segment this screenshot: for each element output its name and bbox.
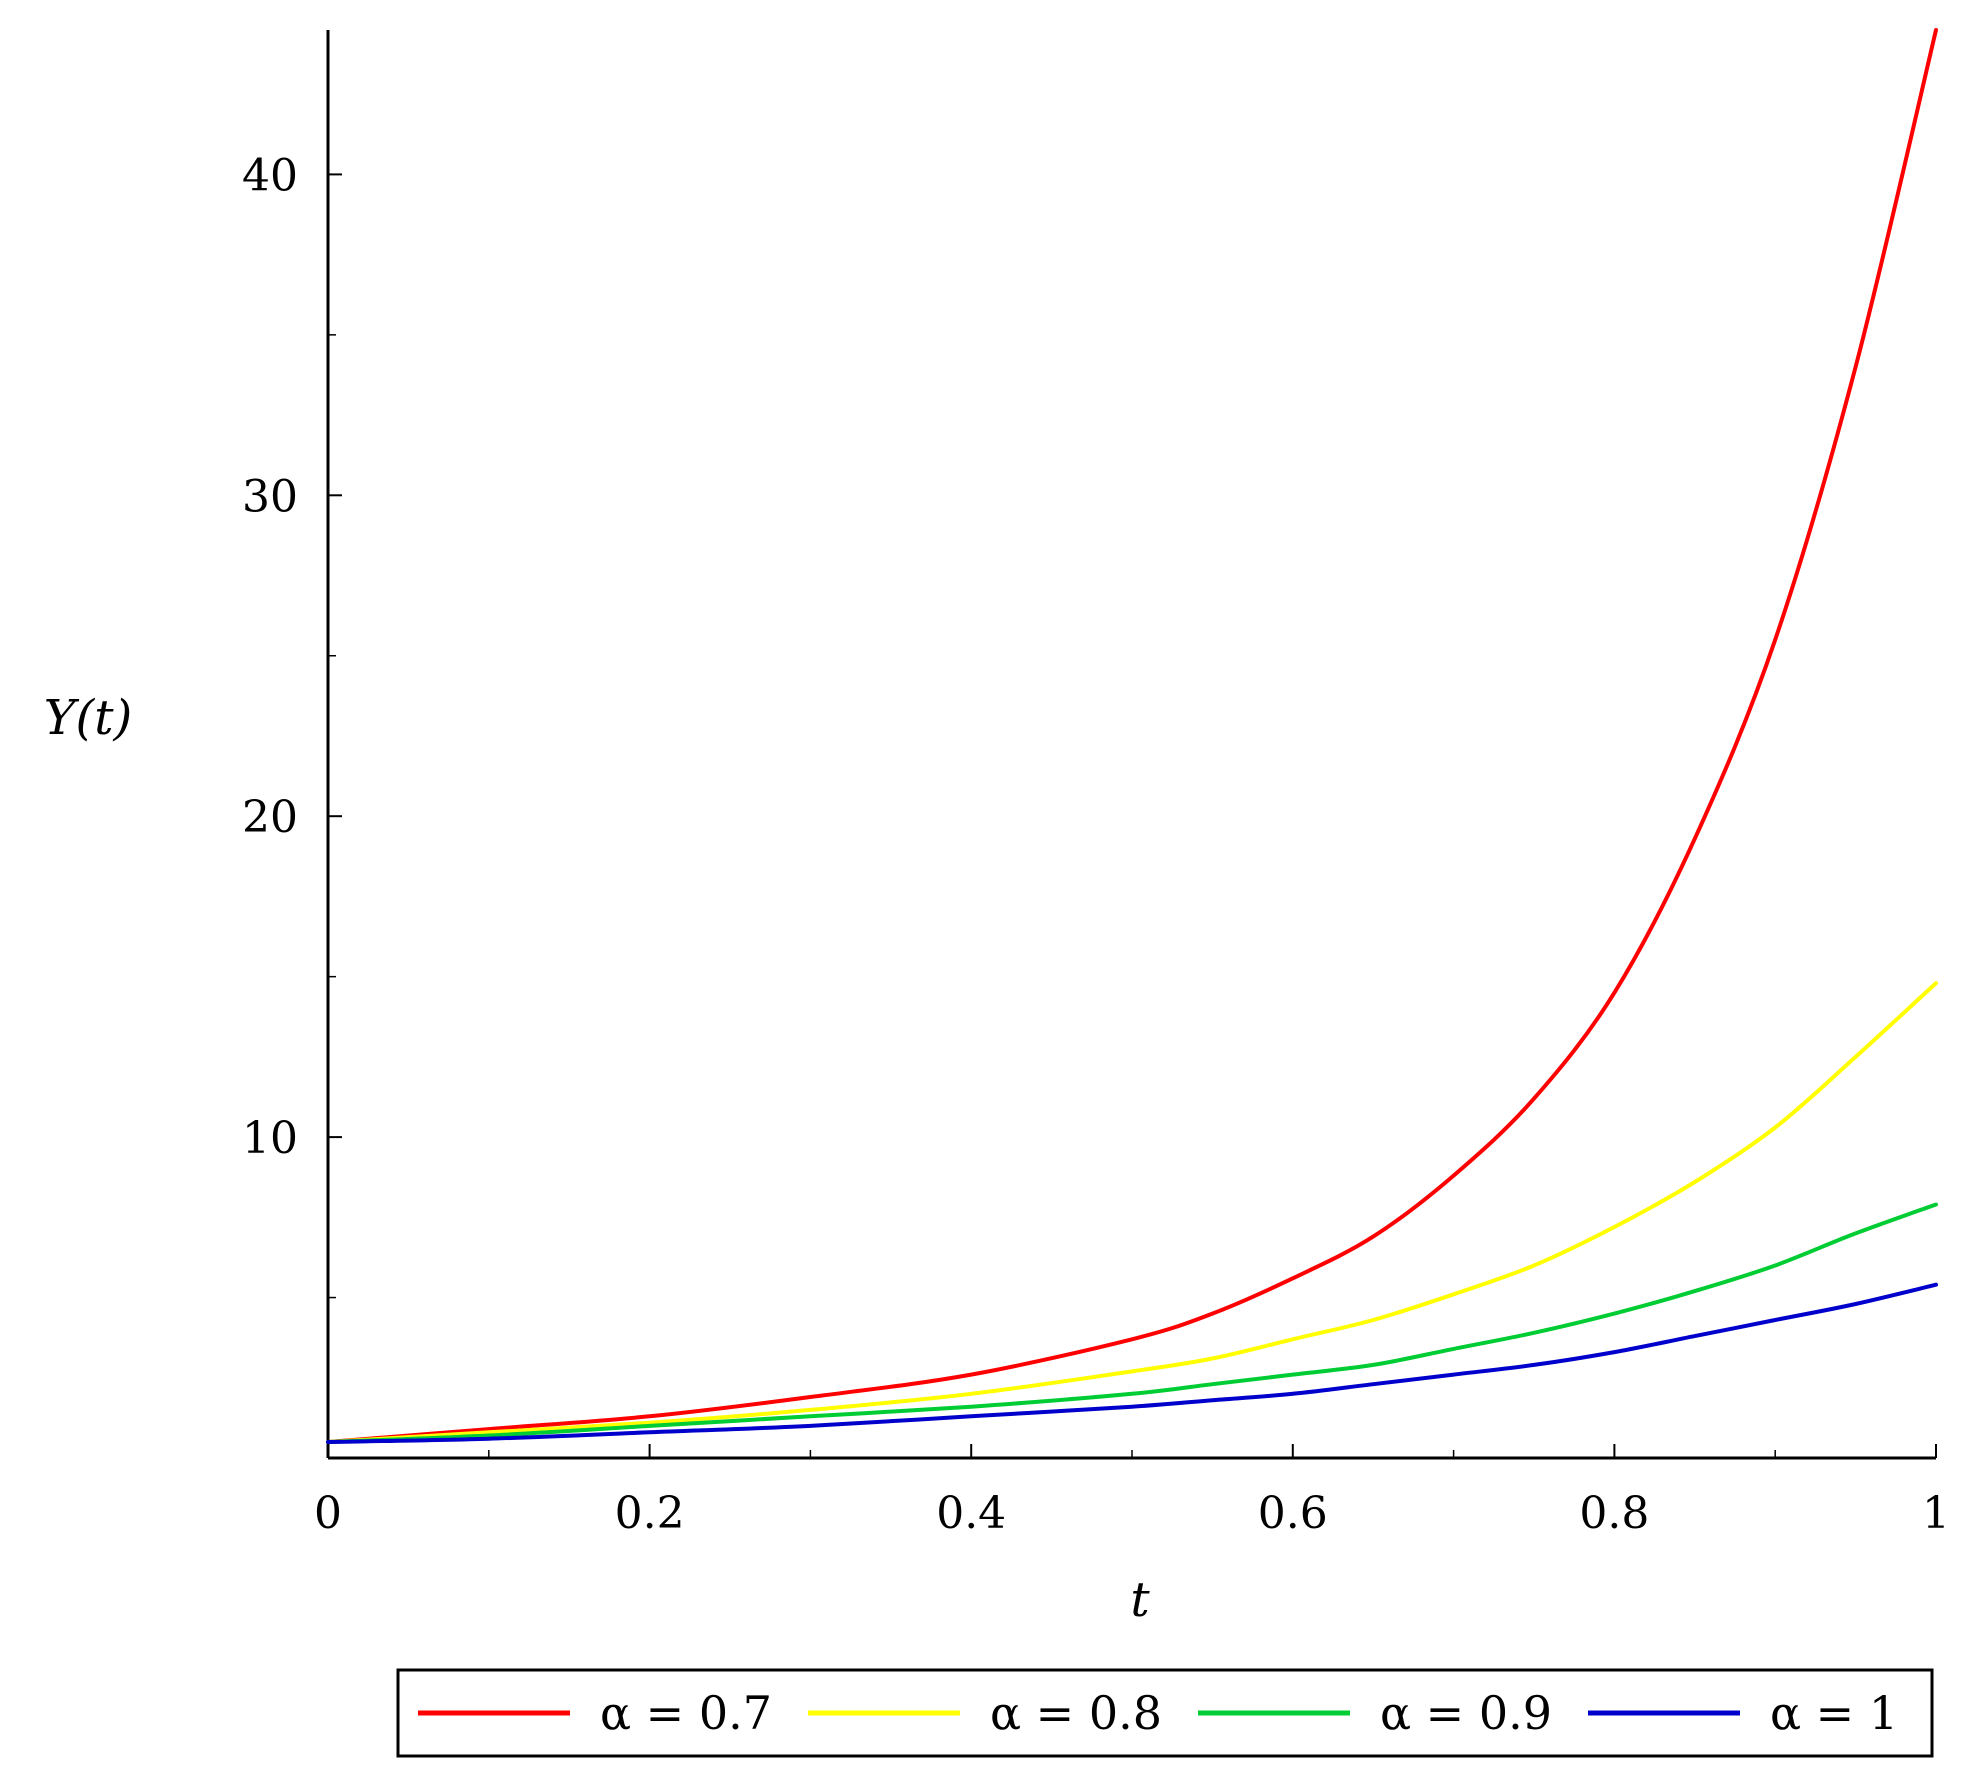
legend-label: α = 0.8 (990, 1686, 1162, 1740)
y-tick-label: 40 (242, 150, 298, 201)
series-line-4 (326, 1282, 1938, 1444)
x-axis-title: t (1130, 1572, 1150, 1628)
series-lines (326, 28, 1938, 1444)
series-line-2 (326, 981, 1938, 1444)
legend-label: α = 1 (1770, 1686, 1898, 1740)
x-tick-label: 0 (314, 1488, 342, 1539)
x-tick-label: 0.4 (936, 1488, 1006, 1539)
x-tick-label: 1 (1922, 1488, 1950, 1539)
y-tick-label: 30 (242, 471, 298, 522)
y-axis-title: Y(t) (44, 690, 132, 746)
tick-labels: 0 0.2 0.4 0.6 0.8 1 10 20 30 40 (242, 150, 1950, 1539)
y-tick-label: 20 (242, 792, 298, 843)
legend-label: α = 0.9 (1380, 1686, 1552, 1740)
axes (326, 30, 1936, 1460)
series-line-3 (326, 1202, 1938, 1444)
x-tick-label: 0.2 (615, 1488, 685, 1539)
legend-label: α = 0.7 (600, 1686, 772, 1740)
series-line-1 (326, 28, 1938, 1444)
ticks (327, 173, 1937, 1458)
y-tick-label: 10 (242, 1113, 298, 1164)
legend: α = 0.7 α = 0.8 α = 0.9 α = 1 (396, 1668, 1934, 1758)
x-tick-label: 0.8 (1579, 1488, 1649, 1539)
x-tick-label: 0.6 (1258, 1488, 1328, 1539)
